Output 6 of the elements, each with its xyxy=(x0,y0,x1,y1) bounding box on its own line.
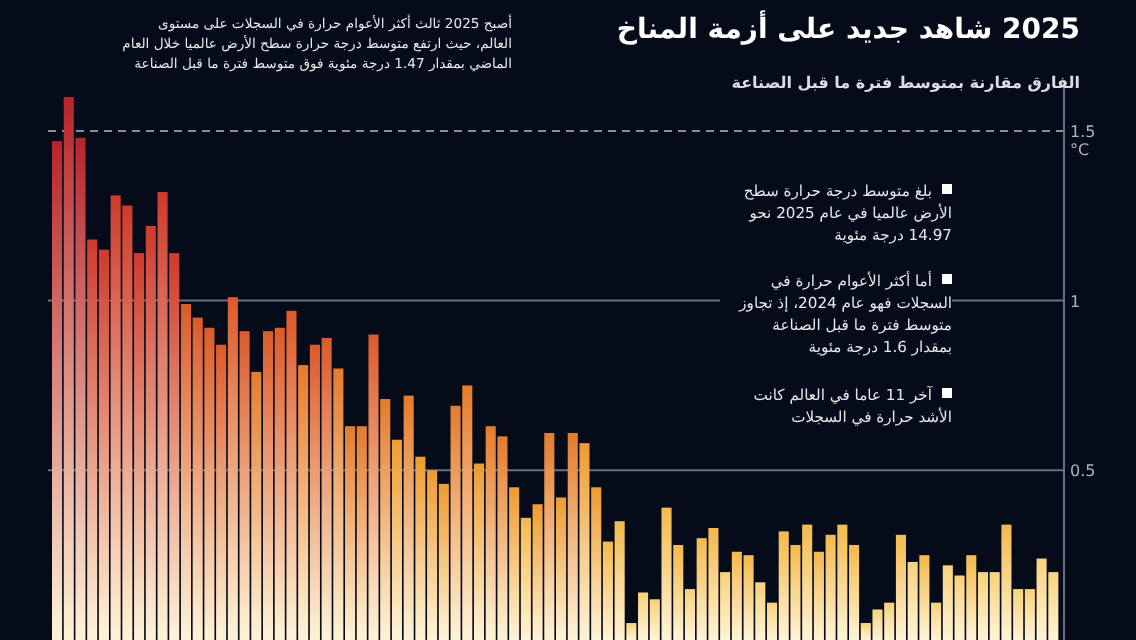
y-tick-label: 0.5 xyxy=(1070,462,1096,481)
y-tick-label: 1.5 xyxy=(1070,122,1096,141)
y-tick-label: 1 xyxy=(1070,292,1081,311)
chart-title: 2025 شاهد جديد على أزمة المناخ xyxy=(616,14,1080,46)
chart-subtitle: الفارق مقارنة بمتوسط فترة ما قبل الصناعة xyxy=(731,74,1080,92)
y-axis-title: °C xyxy=(1070,140,1090,159)
